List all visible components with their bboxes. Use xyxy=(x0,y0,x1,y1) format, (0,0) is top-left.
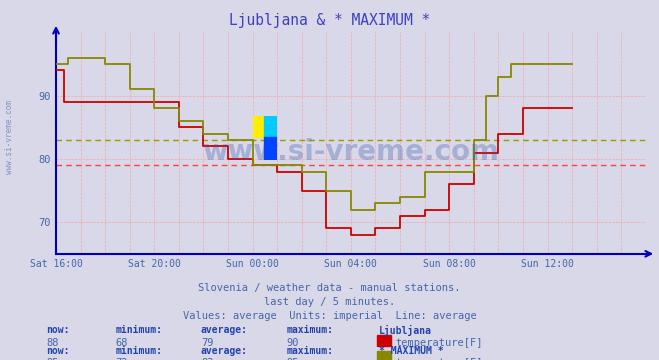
Text: 83: 83 xyxy=(201,358,214,360)
Text: now:: now: xyxy=(46,346,70,356)
Text: Ljubljana: Ljubljana xyxy=(379,325,432,336)
Text: Slovenia / weather data - manual stations.: Slovenia / weather data - manual station… xyxy=(198,283,461,293)
Text: maximum:: maximum: xyxy=(287,325,333,335)
Text: www.si-vreme.com: www.si-vreme.com xyxy=(5,100,14,174)
Text: temperature[F]: temperature[F] xyxy=(395,358,483,360)
Text: 88: 88 xyxy=(46,338,59,348)
Text: 72: 72 xyxy=(115,358,128,360)
Text: 95: 95 xyxy=(287,358,299,360)
Text: temperature[F]: temperature[F] xyxy=(395,338,483,348)
Text: average:: average: xyxy=(201,325,248,335)
Text: 95: 95 xyxy=(46,358,59,360)
Text: average:: average: xyxy=(201,346,248,356)
Text: www.si-vreme.com: www.si-vreme.com xyxy=(202,138,500,166)
Text: minimum:: minimum: xyxy=(115,325,162,335)
Text: 90: 90 xyxy=(287,338,299,348)
Text: Values: average  Units: imperial  Line: average: Values: average Units: imperial Line: av… xyxy=(183,311,476,321)
Text: last day / 5 minutes.: last day / 5 minutes. xyxy=(264,297,395,307)
Text: minimum:: minimum: xyxy=(115,346,162,356)
Text: * MAXIMUM *: * MAXIMUM * xyxy=(379,346,444,356)
Text: Ljubljana & * MAXIMUM *: Ljubljana & * MAXIMUM * xyxy=(229,13,430,28)
Text: maximum:: maximum: xyxy=(287,346,333,356)
Text: now:: now: xyxy=(46,325,70,335)
Text: 68: 68 xyxy=(115,338,128,348)
Text: 79: 79 xyxy=(201,338,214,348)
